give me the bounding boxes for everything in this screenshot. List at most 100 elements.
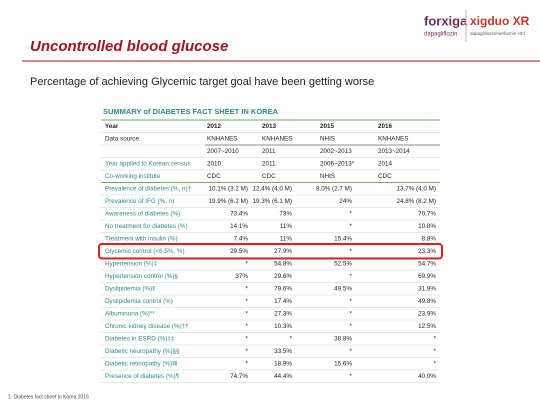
table-cell: 17.4%	[274, 298, 292, 305]
table-cell: 18.9%	[274, 360, 292, 367]
row-label: Diabetic neuropathy (%)§§	[105, 348, 180, 355]
row-label: Data source	[105, 135, 139, 142]
table-cell: 70.7%	[418, 210, 436, 217]
table-cell: CDC	[262, 173, 276, 180]
table-cell: 10.1% (3.2 M)	[208, 185, 248, 192]
table-cell: *	[350, 273, 353, 280]
table-cell: *	[350, 373, 353, 380]
table-cell: 24%	[339, 198, 352, 205]
table-cell: *	[434, 348, 437, 355]
table-cell: 33.5%	[274, 348, 292, 355]
table-cell: 8.0% (2.7 M)	[316, 185, 352, 192]
highlight-box	[98, 243, 443, 260]
table-cell: 40.0%	[418, 373, 436, 380]
table-cell: 38.8%	[334, 335, 352, 342]
row-label: Year applied to Korean census	[105, 160, 191, 167]
table-cell: *	[350, 298, 353, 305]
table-cell: 44.4%	[274, 373, 292, 380]
row-label: Hypertension control (%)§	[105, 273, 178, 280]
table-cell: 73%	[279, 210, 292, 217]
row-label: Hypertension (%)‡	[105, 260, 158, 267]
table-cell: 10.3%	[274, 323, 292, 330]
table-cell: 11%	[280, 235, 293, 242]
table-cell: 12.5%	[418, 323, 436, 330]
row-label: Awareness of diabetes (%)	[105, 210, 180, 217]
logo-xigduo: xigduo XR	[470, 14, 530, 28]
table-cell: 15.4%	[334, 235, 352, 242]
subtitle: Percentage of achieving Glycemic target …	[30, 76, 374, 88]
table-cell: 13.7% (4.0 M)	[396, 185, 436, 192]
table-cell: 74.7%	[230, 373, 248, 380]
row-label: Glycemic control (<6.5%, %)	[105, 248, 185, 255]
table-cell: 24.8% (8.2 M)	[396, 198, 436, 205]
table-cell: 31.9%	[418, 285, 436, 292]
table-cell: *	[350, 210, 353, 217]
table-cell: *	[434, 360, 437, 367]
table-cell: NHIS	[320, 135, 335, 142]
logo-forxiga: forxiga	[424, 13, 468, 28]
table-cell: *	[246, 298, 249, 305]
table-cell: 49.8%	[418, 298, 436, 305]
footnote: 1. Diabetes fact sheet in Korea 2016	[8, 394, 89, 400]
table-cell: 23.3%	[418, 248, 436, 255]
row-label: Year	[105, 123, 119, 130]
table-cell: 29.5%	[230, 248, 248, 255]
table-cell: 69.9%	[418, 273, 436, 280]
table-cell: CDC	[378, 173, 392, 180]
table-cell: 49.5%	[334, 285, 352, 292]
table-cell: *	[290, 335, 293, 342]
row-label: Dyslipidemia control (%)	[105, 298, 173, 305]
table-cell: 2011	[262, 148, 276, 155]
table-cell: 10.8%	[418, 223, 436, 230]
row-label: Prevalence of IFG (%, n)	[105, 198, 174, 205]
table-cell: 27.9%	[274, 248, 292, 255]
table-cell: 7.4%	[234, 235, 249, 242]
table-cell: 37%	[235, 273, 248, 280]
table-cell: 15.6%	[334, 360, 352, 367]
logo-forxiga-sub: dapagliflozin	[424, 32, 457, 38]
table-cell: *	[246, 335, 249, 342]
table-cell: 52.5%	[334, 260, 352, 267]
table-cell: *	[246, 360, 249, 367]
table-cell: *	[246, 348, 249, 355]
row-label: Presence of diabetes (%)¶	[105, 373, 180, 380]
table-cell: *	[246, 285, 249, 292]
table-cell: 2006~2013*	[320, 160, 355, 167]
row-label: Albuminuria (%)**	[105, 310, 155, 317]
table-cell: KNHANES	[262, 135, 292, 142]
table-cell: 8.8%	[422, 235, 437, 242]
table-title: SUMMARY of DIABETES FACT SHEET IN KOREA	[103, 107, 279, 116]
table-cell: 2013	[262, 123, 277, 130]
table-cell: 19.3% (6.1 M)	[252, 198, 292, 205]
table-cell: CDC	[207, 173, 221, 180]
table-cell: 54.7%	[418, 260, 436, 267]
table-cell: *	[350, 310, 353, 317]
table-cell: *	[350, 248, 353, 255]
row-label: Treatment with insulin (%)	[105, 235, 178, 242]
table-cell: KNHANES	[378, 135, 408, 142]
row-label: Chronic kidney disease (%)††	[105, 323, 189, 330]
table-cell: 23.9%	[418, 310, 436, 317]
table-cell: 54.8%	[274, 260, 292, 267]
table-cell: 29.6%	[274, 273, 292, 280]
table-cell: *	[350, 223, 353, 230]
row-label: Diabetic retinopathy (%)‖‖	[105, 360, 178, 367]
table-cell: 2013~2014	[378, 148, 410, 155]
row-label: No treatment for diabetes (%)	[105, 223, 188, 230]
row-label: Co-working institute	[105, 173, 161, 180]
table-cell: 2014	[378, 160, 393, 167]
table-cell: *	[350, 348, 353, 355]
table: Year 2012 2013 2015 2016 Data source KNHANES KN…	[98, 119, 443, 383]
table-cell: 73.4%	[230, 210, 248, 217]
table-cell: *	[246, 323, 249, 330]
table-cell: 27.3%	[274, 310, 292, 317]
row-label: Prevalence of diabetes (%, n)†	[105, 185, 192, 192]
table-cell: *	[246, 310, 249, 317]
table-cell: 11%	[280, 223, 293, 230]
table-cell: NHIS	[320, 173, 335, 180]
table-cell: 2011	[262, 160, 276, 167]
table-cell: 2010	[207, 160, 222, 167]
table-cell: *	[350, 323, 353, 330]
